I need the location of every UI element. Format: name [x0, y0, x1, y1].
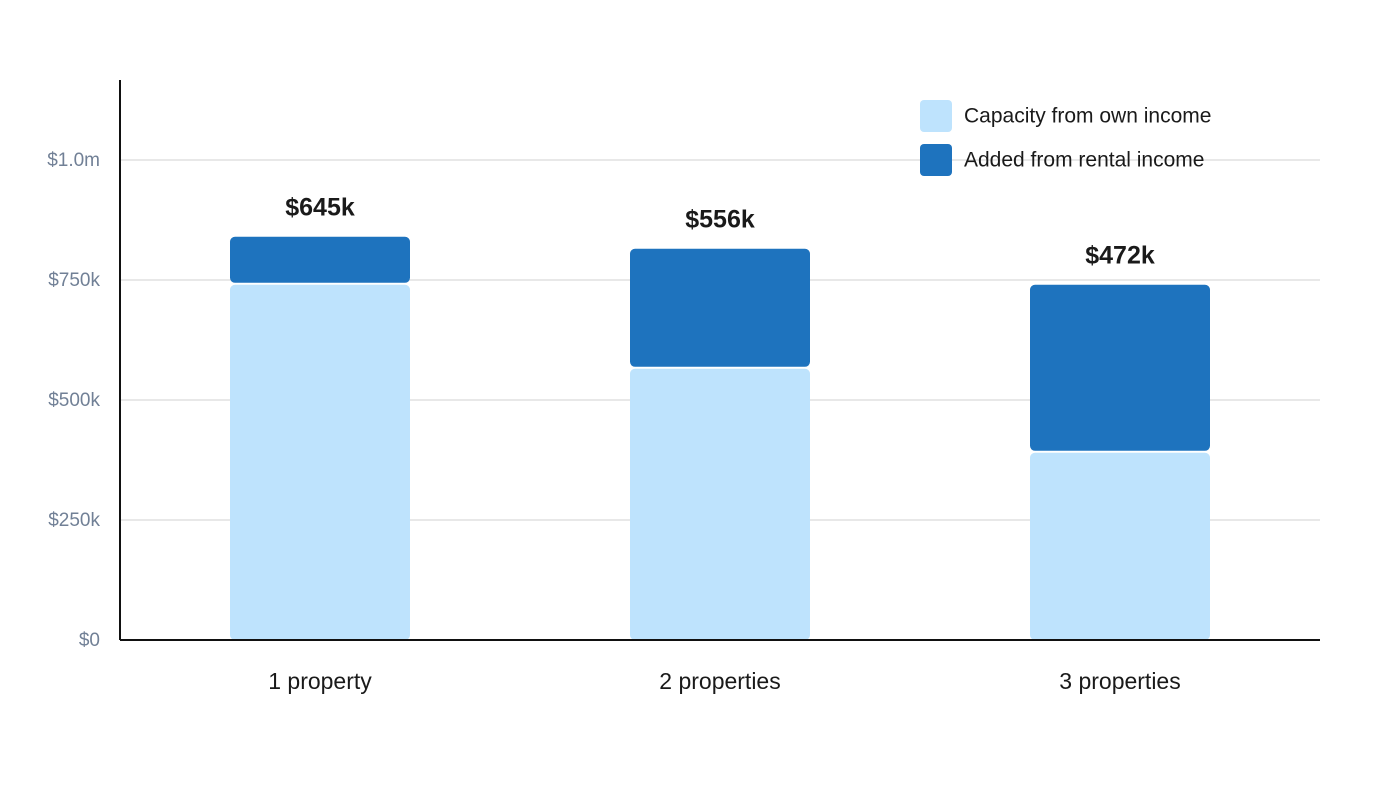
bar-segment: [1030, 452, 1210, 640]
bar-label: $556k: [685, 205, 755, 233]
legend-swatch: [920, 144, 952, 176]
y-tick-label: $500k: [48, 390, 100, 411]
x-tick-label: 1 property: [268, 668, 372, 694]
y-tick-label: $250k: [48, 510, 100, 531]
legend-swatch: [920, 100, 952, 132]
bar-segment: [630, 368, 810, 640]
bar-segment: [630, 248, 810, 367]
bar-label: $645k: [285, 193, 355, 221]
bar-label: $472k: [1085, 241, 1155, 269]
x-tick-label: 3 properties: [1059, 668, 1180, 694]
x-tick-label: 2 properties: [659, 668, 780, 694]
y-tick-label: $1.0m: [47, 150, 100, 171]
bar-segment: [230, 236, 410, 283]
bar-segment: [230, 284, 410, 640]
legend-label: Added from rental income: [964, 149, 1204, 172]
legend-label: Capacity from own income: [964, 105, 1211, 128]
y-tick-label: $0: [79, 630, 100, 651]
y-tick-label: $750k: [48, 270, 100, 291]
bar-segment: [1030, 284, 1210, 451]
